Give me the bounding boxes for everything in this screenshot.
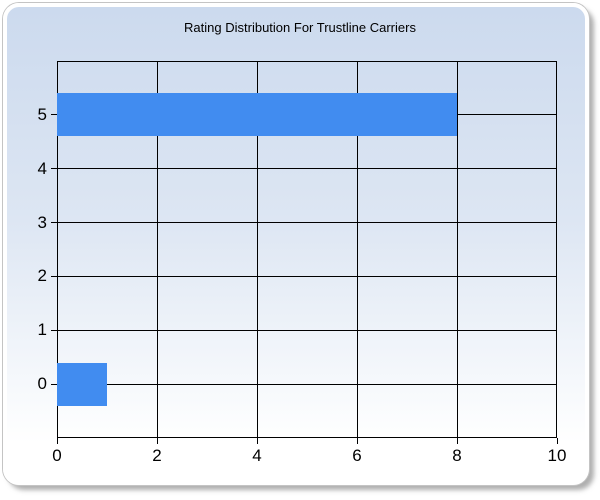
- x-gridline: [356, 61, 358, 438]
- y-axis-label: 1: [37, 320, 47, 340]
- x-axis-label: 2: [152, 446, 162, 465]
- plot-border: [57, 61, 557, 438]
- x-axis-tick: [56, 438, 58, 444]
- x-gridline: [256, 61, 258, 438]
- y-axis-label: 0: [37, 374, 47, 394]
- y-axis-tick: [51, 114, 57, 116]
- y-gridline: [57, 383, 557, 385]
- y-axis-label: 4: [37, 158, 47, 178]
- y-gridline: [57, 275, 557, 277]
- x-gridline: [156, 61, 158, 438]
- x-axis-label: 0: [52, 446, 62, 465]
- x-axis-tick: [356, 438, 358, 444]
- chart-title: Rating Distribution For Trustline Carrie…: [184, 20, 416, 35]
- y-axis-label: 2: [37, 266, 47, 286]
- y-gridline: [57, 329, 557, 331]
- y-gridline: [57, 222, 557, 224]
- y-axis-tick: [51, 168, 57, 170]
- x-axis-label: 4: [252, 446, 262, 465]
- x-axis-tick: [556, 438, 558, 444]
- y-axis-tick: [51, 329, 57, 331]
- y-axis-tick: [51, 222, 57, 224]
- y-axis-tick: [51, 275, 57, 277]
- bar-rating-0: [57, 362, 107, 406]
- x-axis-label: 10: [547, 446, 567, 465]
- y-gridline: [57, 168, 557, 170]
- x-axis-tick: [156, 438, 158, 444]
- x-axis-label: 8: [452, 446, 462, 465]
- x-axis-tick: [456, 438, 458, 444]
- x-axis-label: 6: [352, 446, 362, 465]
- y-axis-label: 5: [37, 104, 47, 124]
- x-axis-tick: [256, 438, 258, 444]
- y-axis-label: 3: [37, 212, 47, 232]
- x-gridline: [456, 61, 458, 438]
- bar-rating-5: [57, 93, 457, 137]
- y-axis-tick: [51, 383, 57, 385]
